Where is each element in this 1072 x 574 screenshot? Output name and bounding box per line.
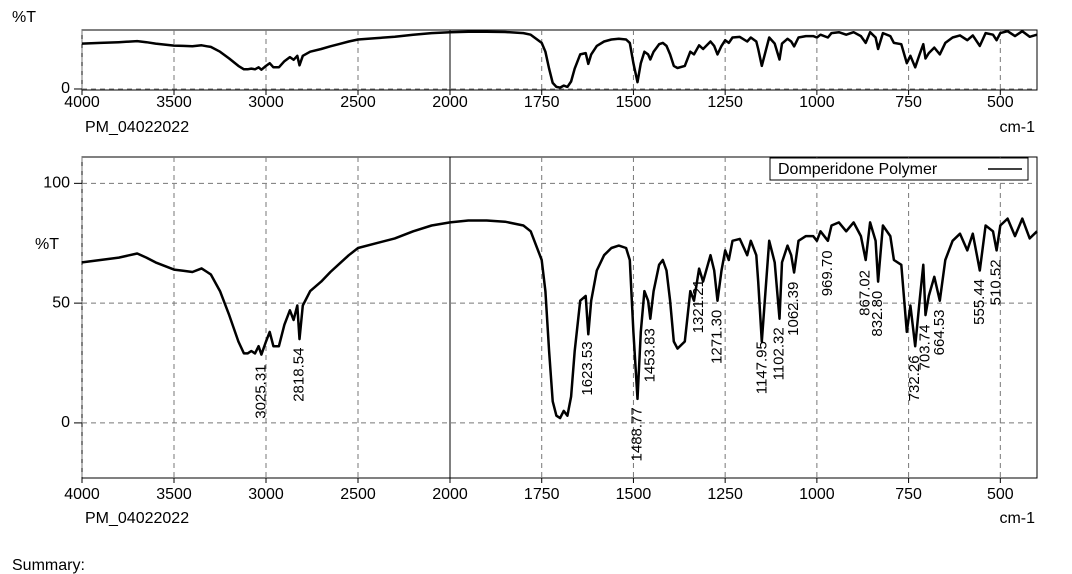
x-tick-label: 1250: [707, 486, 743, 503]
y-tick-label: 100: [43, 175, 70, 192]
peak-label: 2818.54: [290, 348, 307, 402]
sample-id: PM_04022022: [85, 510, 189, 527]
x-axis-label: cm-1: [999, 510, 1035, 527]
x-axis-label: cm-1: [999, 119, 1035, 136]
peak-label: 664.53: [931, 309, 948, 355]
peak-label: 1321.21: [690, 279, 707, 333]
summary: Summary:: [12, 557, 85, 574]
x-tick-label: 3500: [156, 94, 192, 111]
peak-label: 1102.32: [770, 327, 787, 380]
y-tick-label: 50: [52, 294, 70, 311]
peak-label: 1062.39: [785, 282, 802, 336]
peak-label: 1488.77: [629, 407, 646, 461]
y-tick-label: 0: [61, 80, 70, 97]
peak-label: 1271.30: [708, 310, 725, 364]
spectrum-line: [81, 217, 1038, 420]
x-tick-label: 750: [895, 94, 922, 111]
x-tick-label: 1500: [616, 94, 652, 111]
x-tick-label: 4000: [64, 486, 100, 503]
y-axis-label: %T: [12, 9, 36, 26]
plot-frame: [81, 156, 1038, 479]
x-tick-label: 2000: [432, 94, 468, 111]
x-tick-label: 500: [987, 486, 1014, 503]
peak-label: 3025.31: [252, 364, 269, 418]
peak-label: 510.52: [987, 259, 1004, 305]
plot-frame: [81, 29, 1038, 91]
x-tick-label: 500: [987, 94, 1014, 111]
x-tick-label: 1750: [524, 486, 560, 503]
sample-id: PM_04022022: [85, 119, 189, 136]
peak-label: 703.74: [917, 325, 934, 371]
peak-label: 1453.83: [641, 328, 658, 382]
y-tick-label: 0: [61, 414, 70, 431]
y-axis-label: %T: [35, 236, 59, 253]
spectrum-line: [81, 29, 1038, 89]
x-tick-label: 3000: [248, 94, 284, 111]
peak-label: 1623.53: [579, 341, 596, 395]
x-tick-label: 1000: [799, 94, 835, 111]
x-tick-label: 1000: [799, 486, 835, 503]
legend-box: [769, 157, 1029, 181]
x-tick-label: 3500: [156, 486, 192, 503]
peak-label: 555.44: [971, 279, 988, 325]
x-tick-label: 3000: [248, 486, 284, 503]
x-tick-label: 1250: [707, 94, 743, 111]
x-tick-label: 2000: [432, 486, 468, 503]
x-tick-label: 2500: [340, 486, 376, 503]
x-tick-label: 1750: [524, 94, 560, 111]
peak-label: 732.26: [906, 355, 923, 401]
peak-label: 867.02: [857, 270, 874, 316]
x-tick-label: 4000: [64, 94, 100, 111]
peak-label: 1147.95: [754, 341, 771, 394]
legend-label: Domperidone Polymer: [778, 161, 938, 178]
x-tick-label: 1500: [616, 486, 652, 503]
x-tick-label: 2500: [340, 94, 376, 111]
peak-label: 832.80: [869, 291, 886, 337]
x-tick-label: 750: [895, 486, 922, 503]
peak-label: 969.70: [819, 250, 836, 296]
